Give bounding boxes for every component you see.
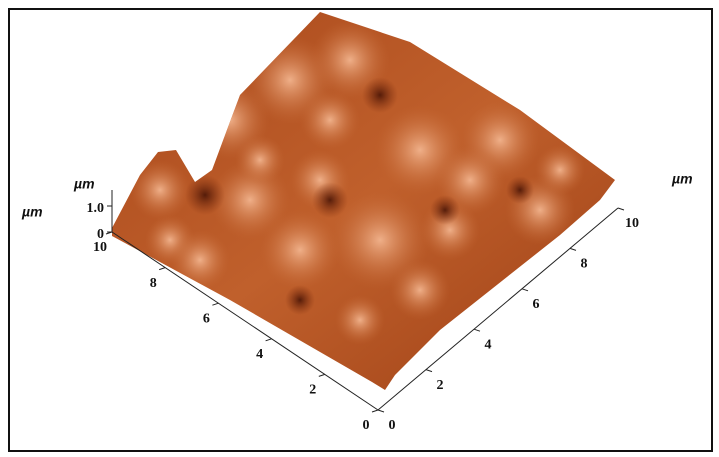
right-tick-label: 8 [581, 257, 588, 272]
right-tick-label: 0 [389, 418, 396, 433]
left-axis [111, 231, 379, 411]
right-tick-label: 10 [625, 216, 639, 231]
pit [506, 176, 534, 204]
grain [310, 20, 390, 100]
tick-mark [377, 409, 385, 413]
frame [8, 8, 713, 452]
z-tick-label: 0 [97, 227, 104, 242]
grain [335, 295, 385, 345]
tick-mark [617, 207, 625, 211]
grain [130, 160, 190, 220]
right-unit: µm [671, 171, 693, 187]
z-tick-label: 1.0 [87, 201, 105, 216]
tick-mark [521, 288, 529, 292]
right-tick-label: 4 [485, 337, 492, 352]
grain [170, 230, 230, 290]
grain [260, 210, 340, 290]
axes [105, 190, 625, 413]
tick-mark [212, 302, 219, 306]
left-tick-label: 10 [93, 240, 107, 255]
right-tick-label: 6 [533, 297, 540, 312]
left-tick-label: 0 [363, 418, 370, 433]
z-unit: µm [73, 176, 95, 192]
grain [535, 145, 585, 195]
pit [362, 77, 398, 113]
grain [390, 260, 450, 320]
pit [430, 195, 460, 225]
left-unit: µm [21, 204, 43, 220]
grain [300, 90, 360, 150]
tick-mark [371, 409, 379, 413]
pit [285, 285, 315, 315]
left-tick-label: 6 [203, 311, 210, 326]
right-axis [377, 207, 619, 411]
left-tick-label: 4 [256, 347, 263, 362]
tick-mark [473, 328, 481, 332]
tick-mark [265, 338, 272, 342]
tick-mark [425, 369, 433, 373]
grain [235, 135, 285, 185]
tick-mark [569, 247, 577, 251]
right-tick-label: 2 [437, 378, 444, 393]
left-tick-label: 2 [309, 383, 316, 398]
surface [112, 12, 615, 390]
pit [312, 182, 348, 218]
pit [185, 175, 225, 215]
tick-mark [159, 267, 166, 271]
left-tick-label: 8 [150, 276, 157, 291]
tick-mark [318, 373, 325, 377]
